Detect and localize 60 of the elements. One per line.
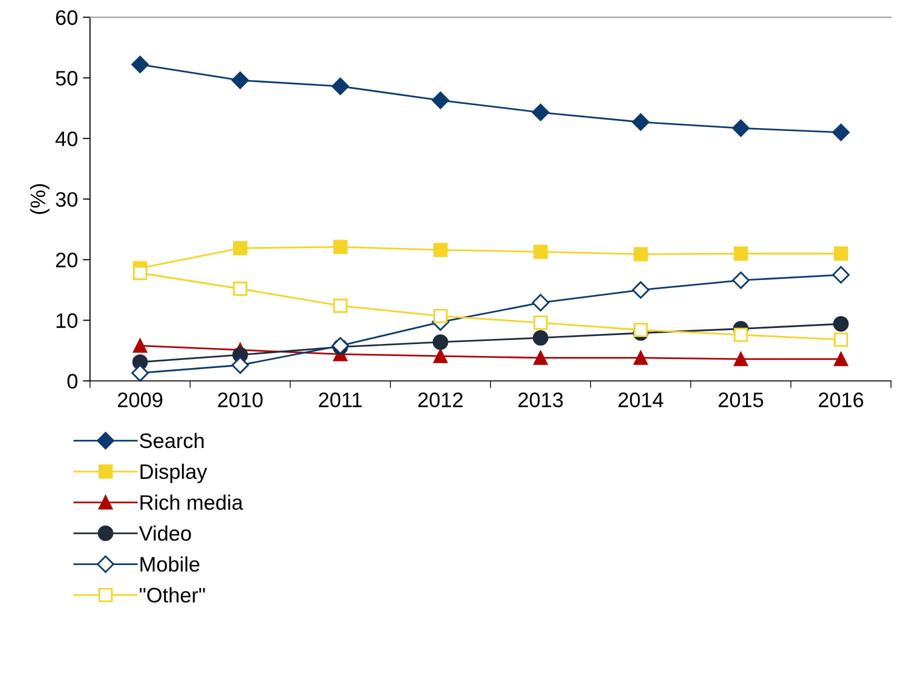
point: [732, 272, 750, 289]
legend-label: Rich media: [140, 494, 244, 510]
x-tick-label: 2012: [418, 392, 463, 408]
point: [233, 241, 248, 256]
point: [732, 119, 750, 137]
point: [734, 352, 748, 366]
point: [333, 298, 348, 313]
point: [131, 56, 149, 74]
point: [634, 247, 648, 262]
x-tick-label: 2011: [318, 392, 362, 408]
x-tick-label: 2015: [718, 392, 764, 408]
point: [634, 322, 648, 338]
point: [533, 244, 548, 259]
legend-label: Video: [138, 525, 191, 541]
point: [333, 240, 348, 254]
x-tick-label: 2009: [118, 392, 162, 408]
y-tick-label: 20: [56, 252, 78, 268]
point: [634, 350, 648, 365]
y-tick-label: 60: [56, 10, 78, 26]
point: [532, 104, 550, 122]
y-tick-label: 50: [56, 70, 78, 86]
point: [832, 124, 850, 142]
legend-label: Search: [140, 432, 204, 448]
y-tick-label: 40: [56, 131, 78, 146]
point: [532, 294, 550, 312]
point: [734, 246, 748, 261]
point: [132, 266, 148, 280]
point: [532, 330, 548, 346]
point: [432, 334, 448, 350]
y-axis-title: (%): [30, 184, 50, 214]
point: [833, 316, 849, 332]
point: [233, 282, 248, 296]
point: [132, 338, 148, 353]
point: [834, 332, 848, 347]
point: [533, 350, 548, 365]
x-tick-label: 2010: [218, 392, 263, 408]
legend-label: Mobile: [140, 556, 200, 572]
point: [632, 113, 650, 131]
point: [834, 352, 848, 366]
point: [734, 328, 748, 342]
point: [433, 348, 448, 364]
point: [832, 266, 850, 284]
y-tick-label: 10: [56, 313, 78, 328]
point: [432, 92, 450, 109]
point: [231, 356, 249, 374]
x-tick-label: 2014: [618, 392, 664, 408]
point: [834, 246, 848, 261]
x-tick-label: 2013: [518, 392, 563, 408]
y-tick-label: 30: [56, 192, 78, 207]
point: [632, 281, 650, 299]
point: [433, 308, 448, 324]
x-tick-label: 2016: [818, 392, 864, 408]
point: [231, 72, 249, 89]
y-tick-label: 0: [67, 374, 78, 389]
point: [533, 316, 548, 330]
legend-label: Display: [140, 464, 208, 484]
point: [131, 364, 149, 382]
point: [332, 78, 350, 96]
legend-label: "Other": [140, 587, 205, 603]
point: [433, 242, 448, 258]
